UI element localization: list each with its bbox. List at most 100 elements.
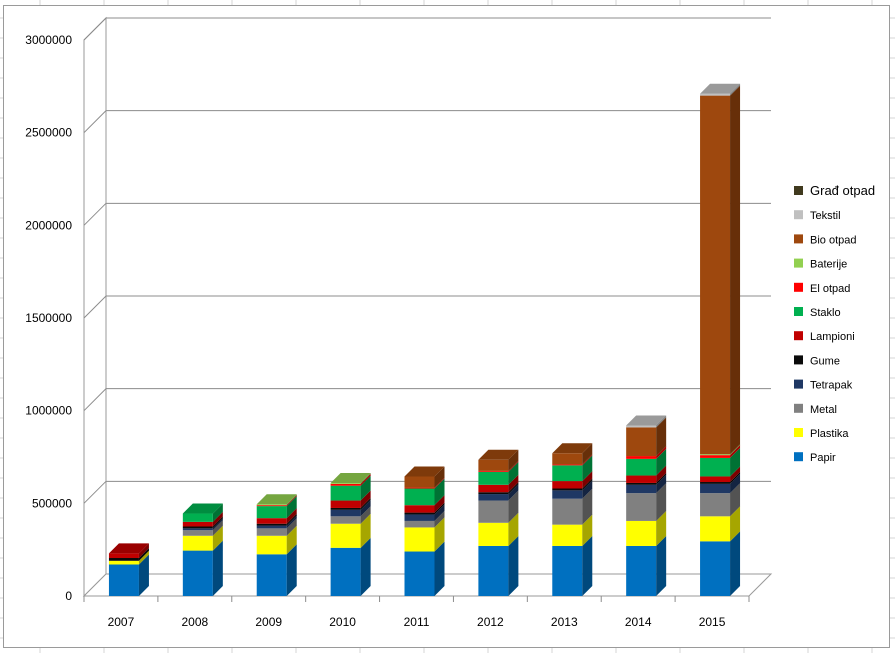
bar-segment-lampioni-2015	[700, 466, 741, 483]
legend-swatch	[794, 452, 803, 462]
bar-segment-plastika-2013	[552, 514, 593, 546]
bar-segment-plastika-2012	[478, 512, 519, 546]
bar-segment-metal-2014	[626, 483, 667, 521]
bar-segment-el-otpad-2012	[478, 460, 519, 472]
legend-label: Lampioni	[810, 331, 855, 343]
legend-label: Metal	[810, 404, 837, 416]
bar-segment-papir-2007	[108, 554, 149, 596]
bar-segment-tetrapak-2015	[700, 473, 741, 494]
bar-segment-baterije-2010	[330, 472, 371, 484]
bar-segment-el-otpad-2014	[626, 446, 667, 459]
bar-segment-tetrapak-2010	[330, 499, 371, 517]
legend-swatch	[794, 186, 803, 195]
bar-segment-bio-otpad-2012	[478, 449, 519, 471]
y-tick-label: 0	[65, 589, 72, 603]
legend-entry-bio-otpad[interactable]: Bio otpad	[794, 234, 856, 246]
y-tick-label: 1000000	[25, 404, 72, 418]
legend-entry-baterije[interactable]: Baterije	[794, 258, 847, 271]
bar-segment-gume-2012	[478, 482, 519, 495]
x-tick-label: 2010	[329, 615, 356, 629]
legend-entry-staklo[interactable]: Staklo	[794, 307, 841, 319]
legend-swatch	[794, 331, 803, 341]
legend-label: Građ otpad	[810, 183, 875, 198]
x-tick-label: 2007	[108, 615, 135, 629]
gridline	[83, 110, 771, 134]
legend-entry-gume[interactable]: Gume	[794, 355, 840, 367]
bar-segment-plastika-2007	[108, 550, 149, 565]
bar-segment-metal-2011	[404, 510, 445, 528]
x-tick-label: 2015	[699, 615, 726, 629]
bar-segment-papir-2014	[626, 535, 667, 596]
legend-entry-el-otpad[interactable]: El otpad	[794, 282, 850, 295]
legend-swatch	[794, 234, 803, 244]
bar-segment-plastika-2014	[626, 510, 667, 546]
bar-segment-el-otpad-2013	[552, 454, 593, 466]
legend-swatch	[794, 282, 803, 292]
legend-label: Papir	[810, 452, 836, 464]
bar-segment-bio-otpad-2014	[626, 417, 667, 457]
gridline	[83, 202, 771, 226]
bar-segment-plastika-2009	[256, 525, 297, 555]
bar-segment-staklo-2014	[626, 448, 667, 476]
bar-segment-baterije-2009	[256, 494, 297, 506]
bar-segment-metal-2015	[700, 483, 741, 517]
bar-segment-metal-2008	[182, 520, 223, 536]
legend-swatch	[794, 355, 803, 365]
legend-label: El otpad	[810, 283, 850, 295]
bar-segment-tetrapak-2009	[256, 515, 297, 529]
x-tick-label: 2014	[625, 615, 652, 629]
bar-segment-metal-2009	[256, 518, 297, 536]
bar-segment-bio-otpad-2015	[700, 85, 741, 455]
legend-entry-tekstil[interactable]: Tekstil	[794, 210, 841, 222]
bar-segment-tetrapak-2014	[626, 474, 667, 494]
chart-area[interactable]: 0 500000 1000000 1500000 2000000 2500000 30000…	[3, 5, 890, 648]
legend[interactable]: Građ otpad Tekstil Bio otpad Baterije El otp…	[794, 183, 875, 464]
y-tick-label: 3000000	[25, 33, 72, 47]
legend-entry-papir[interactable]: Papir	[794, 452, 836, 464]
legend-entry-plastika[interactable]: Plastika	[794, 428, 849, 440]
legend-label: Tekstil	[810, 210, 841, 222]
bar-segment-staklo-2010	[330, 475, 371, 501]
bar-segment-tekstil-2015	[700, 83, 741, 96]
bar-segment-gume-2010	[330, 497, 371, 510]
bar-segment-staklo-2009	[256, 496, 297, 519]
legend-label: Bio otpad	[810, 234, 856, 246]
bar-segment-staklo-2013	[552, 455, 593, 482]
bar-segment-plastika-2008	[182, 525, 223, 551]
bar-segment-lampioni-2010	[330, 490, 371, 508]
y-axis: 0 500000 1000000 1500000 2000000 2500000 30000…	[25, 33, 72, 603]
legend-label: Baterije	[810, 259, 847, 271]
bar-segment-lampioni-2013	[552, 471, 593, 489]
bar-segment-papir-2015	[700, 531, 741, 596]
legend-entry-lampioni[interactable]: Lampioni	[794, 331, 855, 343]
y-tick-label: 1500000	[25, 311, 72, 325]
bar-segment-gume-2013	[552, 478, 593, 491]
bar-segment-tetrapak-2008	[182, 518, 223, 531]
legend-label: Staklo	[810, 307, 841, 319]
x-tick-label: 2008	[181, 615, 208, 629]
bar-segment-el-otpad-2011	[404, 477, 445, 489]
bar-segment-gume-2008	[182, 516, 223, 529]
legend-entry-metal[interactable]: Metal	[794, 403, 837, 416]
bar-segment-papir-2010	[330, 537, 371, 596]
y-tick-label: 500000	[32, 496, 72, 510]
bar-segment-el-otpad-2009	[256, 495, 297, 507]
bar-segment-tetrapak-2011	[404, 504, 445, 521]
bar-segment-lampioni-2014	[626, 465, 667, 483]
legend-swatch	[794, 210, 803, 220]
legend-entry-tetrapak[interactable]: Tetrapak	[794, 379, 853, 392]
horizontal-gridlines	[83, 17, 771, 504]
bar-segment-gume-2009	[256, 513, 297, 526]
bar-segment-papir-2013	[552, 535, 593, 596]
legend-entry-građ-otpad[interactable]: Građ otpad	[794, 183, 875, 198]
bar-segment-staklo-2008	[182, 503, 223, 522]
bar-segment-baterije-2015	[700, 444, 741, 456]
bar-segment-lampioni-2009	[256, 508, 297, 524]
bar-segment-metal-2013	[552, 488, 593, 525]
bar-segment-gume-2014	[626, 472, 667, 485]
bar-segment-lampioni-2012	[478, 474, 519, 493]
bar-segment-papir-2012	[478, 535, 519, 596]
bar-segment-plastika-2010	[330, 513, 371, 548]
legend-swatch	[794, 403, 803, 413]
bar-segment-papir-2009	[256, 544, 297, 596]
